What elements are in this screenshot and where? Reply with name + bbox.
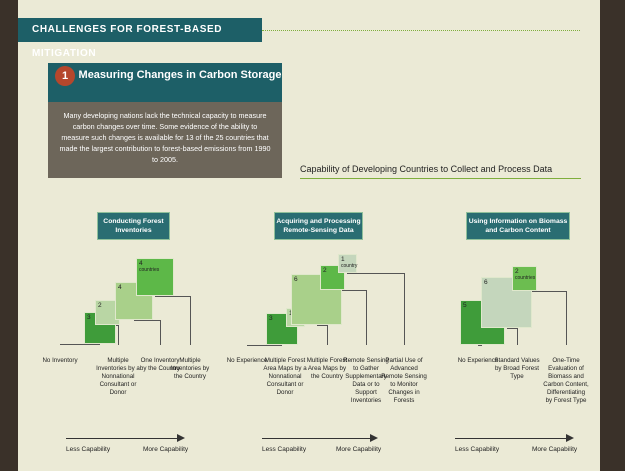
connector [517,328,518,345]
category-label: Multiple Inventories by a Nonnational Co… [96,357,140,396]
connector [247,344,282,346]
more-label: More Capability [336,446,382,453]
category-label: Multiple Inventories by the Country [170,357,210,380]
square-label: countries [515,275,536,281]
square-value: 2 [323,267,327,274]
category-label: One Inventory by the Country [139,357,181,372]
square-value: 3 [87,314,91,321]
category-label: No Inventory [42,357,78,364]
connector [347,272,404,274]
category-label: Remote Sensing to Gather Supplementary D… [343,357,389,404]
more-label: More Capability [532,446,578,453]
connector [478,344,483,346]
more-label: More Capability [143,446,189,453]
border [600,0,625,471]
panel-title: Using Information on Biomass and Carbon … [466,212,570,240]
connector [478,344,479,345]
less-label: Less Capability [455,446,500,453]
badge: 1 [55,66,75,86]
category-label: Partial Use of Advanced Remote Sensing t… [381,357,427,404]
connector [60,343,100,345]
box-title: Measuring Changes in Carbon Storage [48,63,282,102]
divider [262,30,580,31]
category-label: Standard Values by Broad Forest Type [494,357,540,380]
banner: CHALLENGES FOR FOREST-BASED MITIGATION [18,18,262,59]
category-label: Multiple Forest Area Maps by a Nonnation… [263,357,307,396]
arrow [66,438,179,439]
square: 2 [320,265,345,290]
square-value: 3 [269,315,273,322]
square-label: country [341,263,358,269]
connector [366,290,367,345]
connector [247,344,248,345]
square: 1 country [338,254,357,273]
arrow-head [566,434,574,442]
arrow-head [177,434,185,442]
square-label: countries [139,267,160,273]
square-value: 2 [98,302,102,309]
category-label: No Experience [457,357,499,364]
connector [155,296,190,297]
category-label: Multiple Forest Area Maps by the Country [306,357,348,380]
connector [60,343,61,345]
square-value: 1 [289,310,302,317]
square-value: 1 [341,256,345,263]
square: 2 countries [512,266,537,291]
category-label: One-Time Evaluation of Biomass and Carbo… [543,357,589,404]
square-value: 4 [118,284,122,291]
panel-title: Conducting Forest Inventories [97,212,170,240]
border [0,0,18,471]
connector [134,320,160,321]
square-value: 6 [484,279,488,286]
arrow [262,438,372,439]
connector [316,325,327,326]
connector [190,296,191,345]
square-value: 6 [294,276,298,283]
connector [160,320,161,345]
arrow-head [370,434,378,442]
square: 4 countries [136,258,174,296]
connector [506,328,517,329]
arrow [455,438,568,439]
category-label: No Experience [226,357,268,364]
connector [524,291,566,292]
less-label: Less Capability [66,446,111,453]
connector [566,291,567,345]
less-label: Less Capability [262,446,307,453]
caption: Capability of Developing Countries to Co… [300,164,553,174]
connector [404,272,405,345]
square-value: 5 [463,302,467,309]
connector [327,325,328,345]
divider [300,178,581,179]
panel-title: Acquiring and Processing Remote-Sensing … [274,212,363,240]
box-text: Many developing nations lack the technic… [48,102,282,178]
connector [332,290,366,291]
square-value: 2 [515,268,519,275]
connector [118,325,119,345]
square-value: 4 [139,260,143,267]
